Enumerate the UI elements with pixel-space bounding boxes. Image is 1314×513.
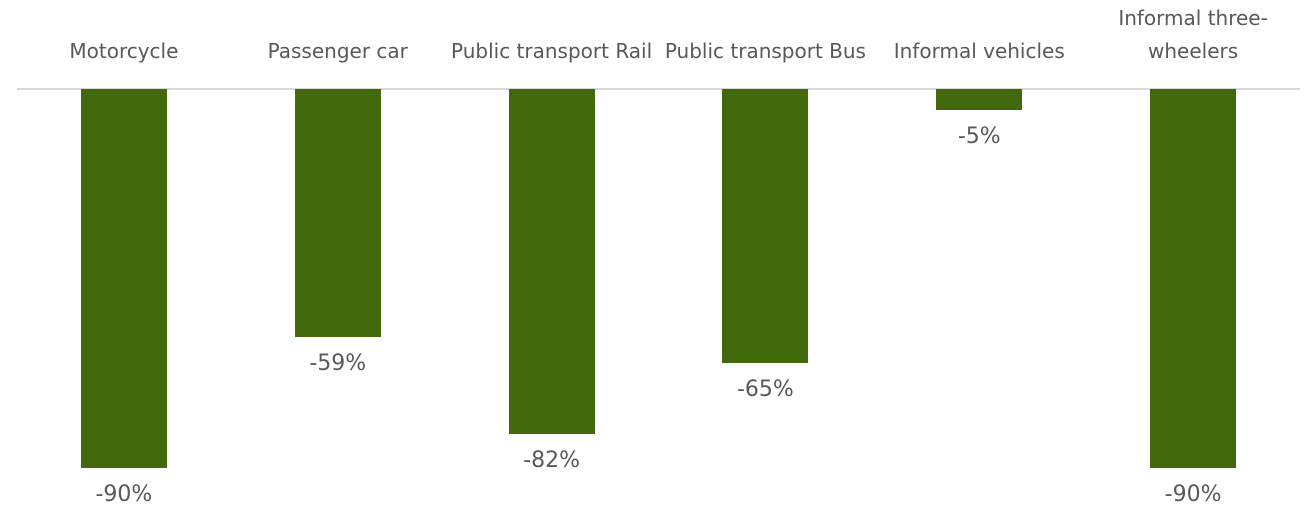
data-label: -5% xyxy=(957,124,1001,150)
data-label: -59% xyxy=(309,351,367,377)
bar xyxy=(508,89,595,435)
category-label: Informal three-wheelers xyxy=(1118,6,1268,63)
category-label: Motorcycle xyxy=(69,39,179,63)
data-label: -65% xyxy=(736,376,794,402)
category-label: Public transport Rail xyxy=(451,39,653,63)
category-label: Public transport Bus xyxy=(664,39,866,63)
category-label: Informal vehicles xyxy=(893,39,1065,63)
bar xyxy=(80,89,167,468)
bar xyxy=(722,89,809,363)
bar xyxy=(294,89,381,338)
bar xyxy=(1150,89,1237,468)
data-label: -90% xyxy=(95,482,153,507)
baseline xyxy=(17,88,1300,90)
data-label: -90% xyxy=(1164,482,1222,507)
category-label: Passenger car xyxy=(267,39,408,63)
bar xyxy=(936,89,1023,111)
data-label: -82% xyxy=(523,448,580,474)
